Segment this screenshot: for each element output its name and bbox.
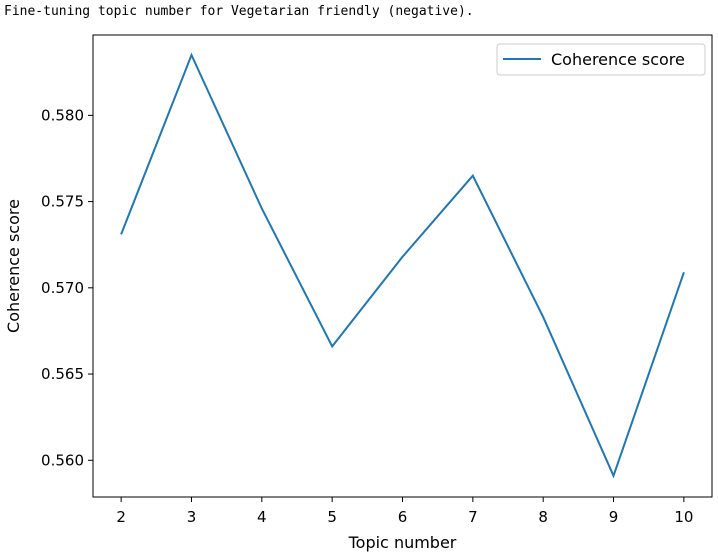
y-tick-label: 0.580 bbox=[41, 106, 84, 124]
legend-label: Coherence score bbox=[551, 50, 685, 69]
coherence-score-line bbox=[120, 52, 685, 479]
y-axis-ticks: 0.560 0.565 0.570 0.575 0.580 bbox=[41, 106, 93, 469]
legend-box bbox=[496, 43, 706, 76]
y-axis-label: Coherence score bbox=[4, 199, 23, 333]
x-tick-label: 9 bbox=[609, 508, 619, 526]
x-tick-label: 7 bbox=[468, 508, 478, 526]
y-tick-label: 0.565 bbox=[41, 365, 84, 383]
y-tick-label: 0.570 bbox=[41, 279, 84, 297]
legend: Coherence score bbox=[496, 43, 706, 76]
x-tick-label: 6 bbox=[398, 508, 408, 526]
y-tick-label: 0.560 bbox=[41, 451, 84, 469]
x-tick-label: 2 bbox=[116, 508, 126, 526]
x-axis-label: Topic number bbox=[348, 533, 457, 552]
cell-output-text: Fine-tuning topic number for Vegetarian … bbox=[4, 4, 474, 19]
x-tick-label: 4 bbox=[257, 508, 267, 526]
x-axis-ticks: 2 3 4 5 6 7 8 9 10 bbox=[116, 497, 693, 526]
plot-frame bbox=[92, 34, 713, 498]
x-tick-label: 3 bbox=[187, 508, 197, 526]
x-tick-label: 5 bbox=[327, 508, 337, 526]
y-tick-label: 0.575 bbox=[41, 193, 84, 211]
x-tick-label: 8 bbox=[538, 508, 548, 526]
x-tick-label: 10 bbox=[674, 508, 693, 526]
